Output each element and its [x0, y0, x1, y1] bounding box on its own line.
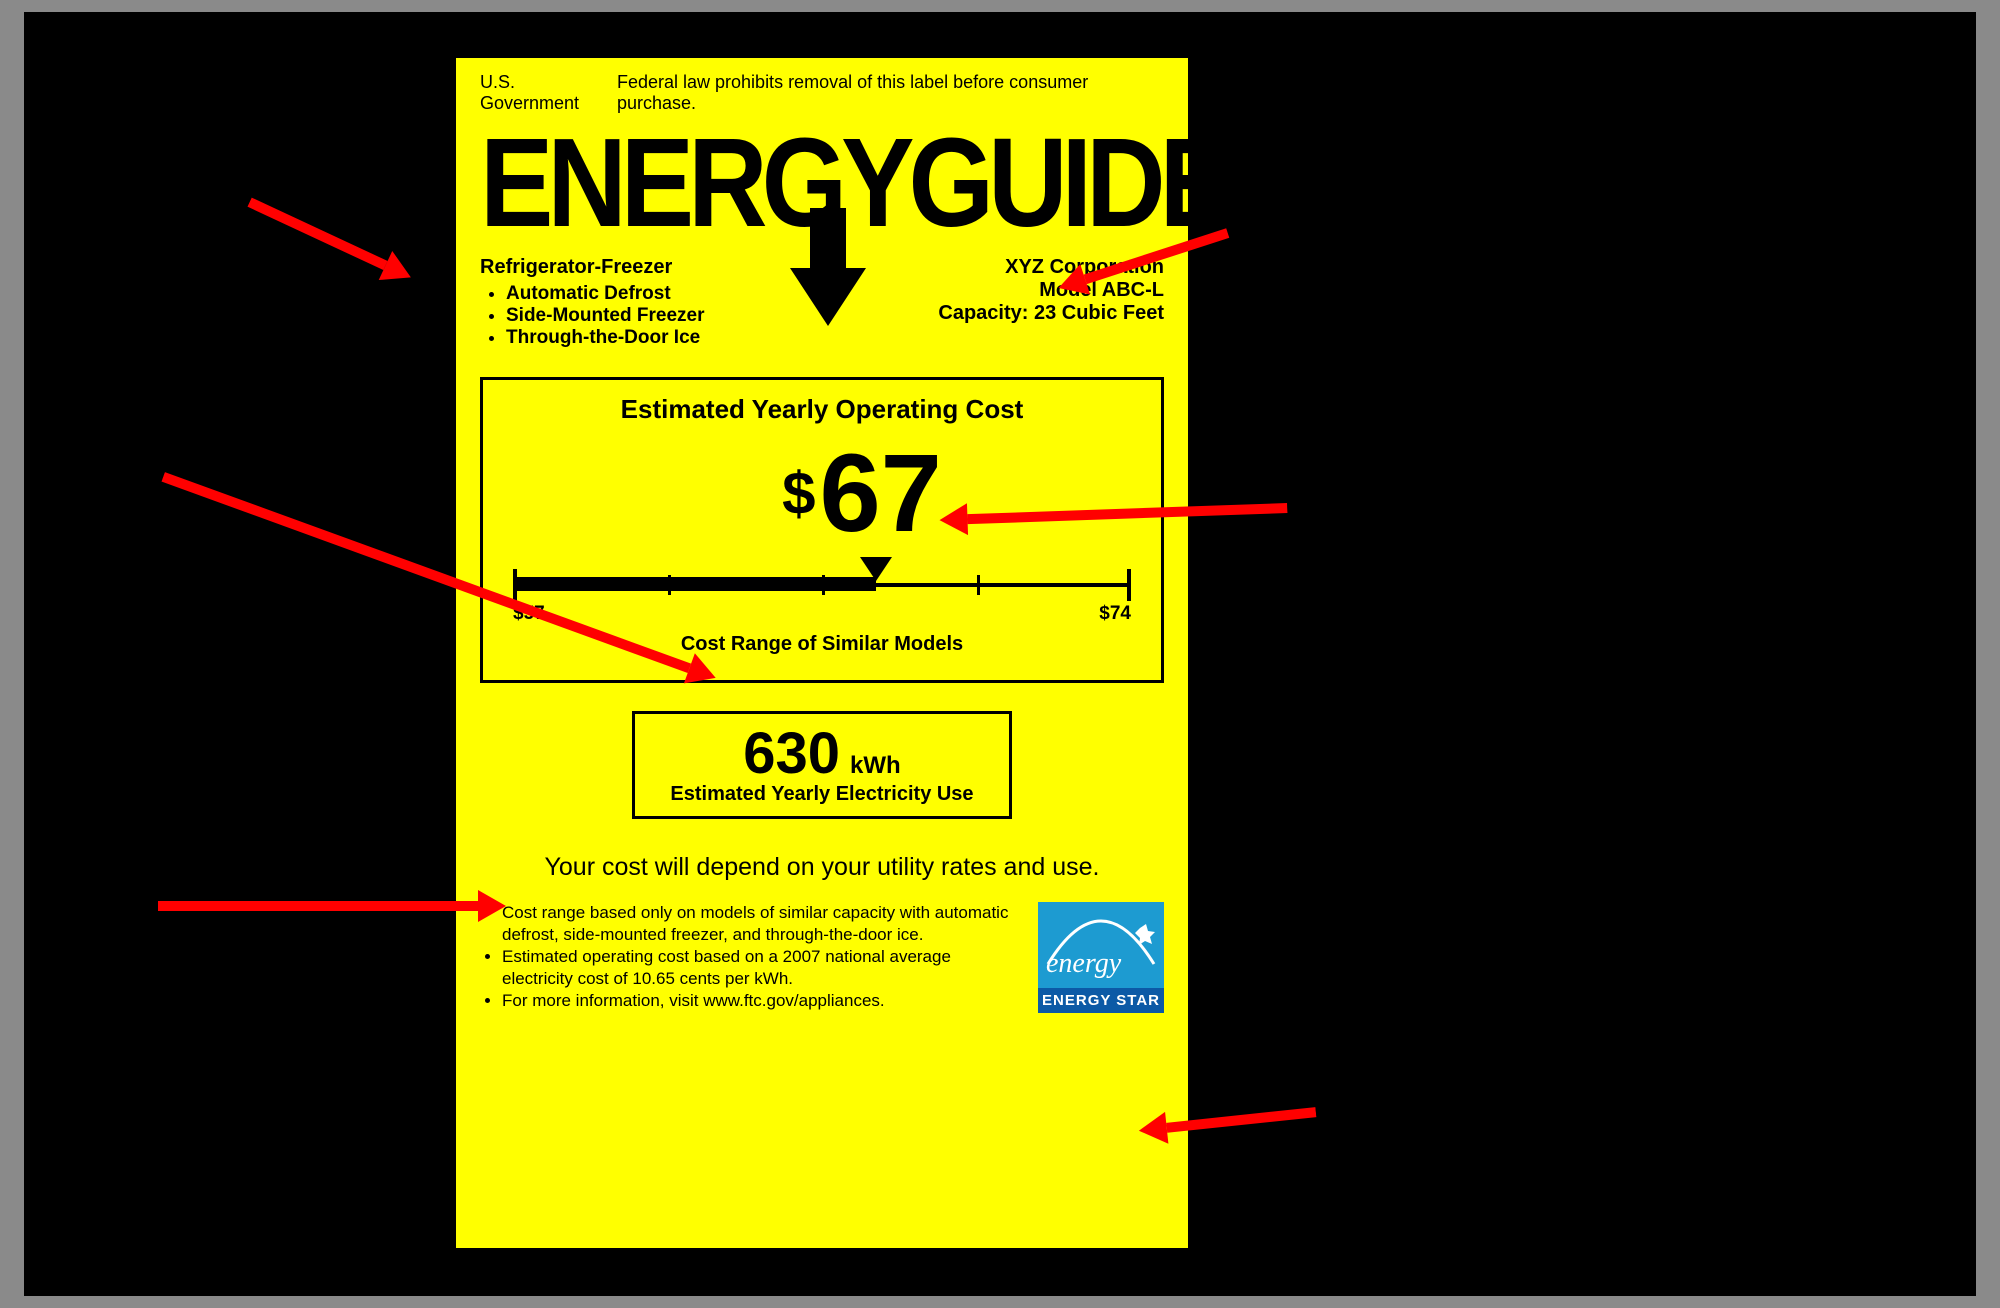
cost-scale: $57 $74: [513, 555, 1131, 625]
scale-tick: [668, 575, 671, 595]
kwh-box: 630 kWh Estimated Yearly Electricity Use: [632, 711, 1012, 819]
label-top-row: U.S. Government Federal law prohibits re…: [480, 72, 1164, 114]
feature-item: Side-Mounted Freezer: [506, 305, 704, 327]
energy-star-label: ENERGY STAR: [1038, 988, 1164, 1013]
energyguide-label: U.S. Government Federal law prohibits re…: [456, 58, 1188, 1248]
scale-tick: [822, 575, 825, 595]
scale-end-right: [1127, 569, 1131, 601]
energy-star-top: energy: [1038, 902, 1164, 988]
slide-frame: U.S. Government Federal law prohibits re…: [24, 12, 1976, 1296]
cost-title: Estimated Yearly Operating Cost: [513, 394, 1131, 425]
title-arrow-icon: [790, 208, 866, 328]
callout-arrow: [158, 886, 508, 926]
footer-row: Cost range based only on models of simil…: [480, 902, 1164, 1013]
callout-arrow: [241, 184, 421, 296]
cost-number: 67: [820, 447, 942, 541]
product-category: Refrigerator-Freezer: [480, 256, 704, 279]
energy-star-word: energy: [1046, 948, 1121, 980]
kwh-value: 630: [743, 720, 840, 787]
capacity-text: Capacity: 23 Cubic Feet: [938, 302, 1164, 325]
energy-star-badge: energy ENERGY STAR: [1038, 902, 1164, 1013]
kwh-unit: kWh: [850, 752, 901, 780]
disclaimer-text: Federal law prohibits removal of this la…: [617, 72, 1164, 114]
feature-item: Through-the-Door Ice: [506, 327, 704, 349]
kwh-caption: Estimated Yearly Electricity Use: [645, 783, 999, 806]
scale-max: $74: [1099, 603, 1131, 625]
footnotes: Cost range based only on models of simil…: [480, 902, 1024, 1013]
feature-item: Automatic Defrost: [506, 283, 704, 305]
cost-currency: $: [782, 468, 815, 519]
product-details: Refrigerator-Freezer Automatic Defrost S…: [480, 256, 704, 349]
footnote-item: Estimated operating cost based on a 2007…: [502, 946, 1024, 990]
kwh-line: 630 kWh: [743, 720, 900, 787]
product-features: Automatic Defrost Side-Mounted Freezer T…: [506, 283, 704, 349]
footnote-item: For more information, visit www.ftc.gov/…: [502, 990, 1024, 1012]
depends-text: Your cost will depend on your utility ra…: [480, 853, 1164, 882]
gov-text: U.S. Government: [480, 72, 617, 114]
footnote-item: Cost range based only on models of simil…: [502, 902, 1024, 946]
scale-tick: [977, 575, 980, 595]
